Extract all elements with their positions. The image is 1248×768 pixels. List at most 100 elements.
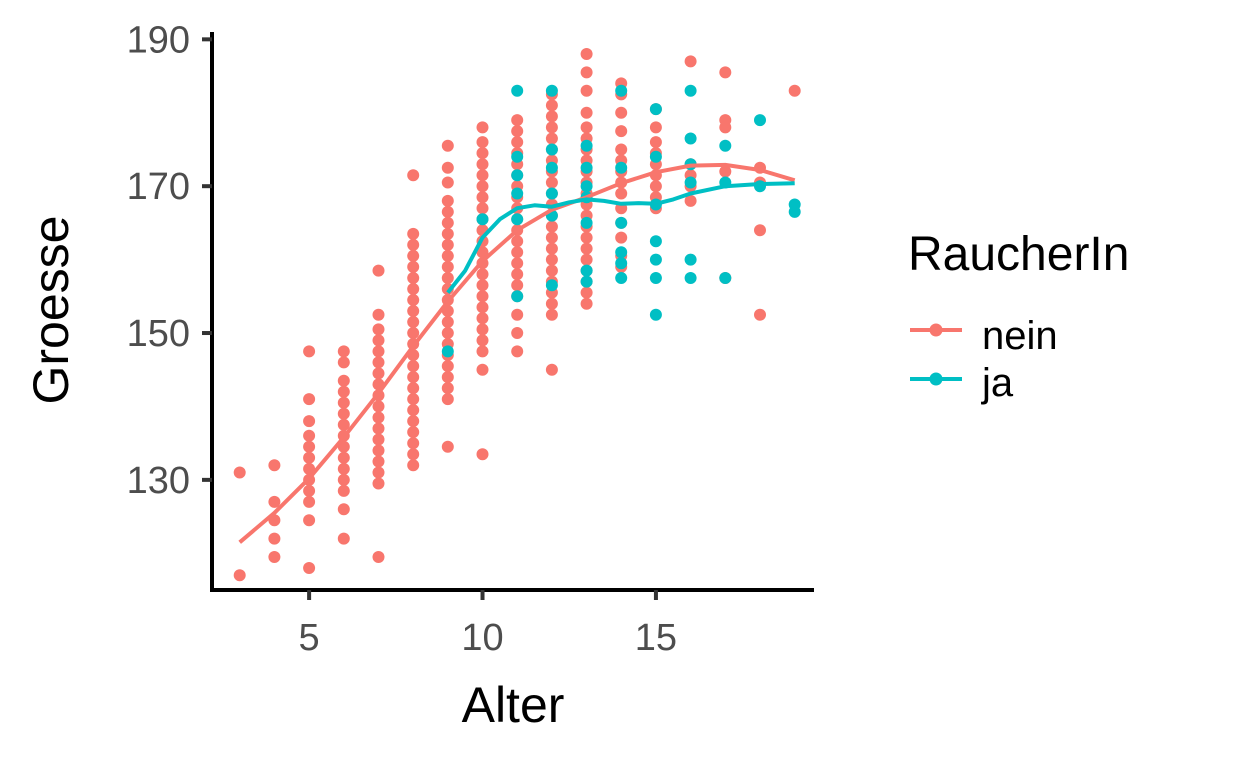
data-point (476, 290, 489, 303)
plot-area (233, 48, 801, 582)
data-point (615, 187, 628, 200)
data-point (545, 176, 558, 189)
data-point (580, 216, 593, 229)
data-point (719, 139, 732, 152)
data-point (372, 264, 385, 277)
legend: RaucherIn nein ja (908, 228, 1129, 405)
data-point (372, 422, 385, 435)
data-point (511, 279, 524, 292)
data-point (545, 231, 558, 244)
data-point (337, 503, 350, 516)
y-tick-label: 130 (127, 460, 190, 502)
data-point (303, 415, 316, 428)
data-point (441, 440, 454, 453)
data-point (545, 264, 558, 277)
data-point (372, 334, 385, 347)
data-point (511, 246, 524, 259)
data-point (476, 136, 489, 149)
y-axis-title: Groesse (23, 216, 79, 405)
data-point (684, 132, 697, 145)
data-point (754, 308, 766, 321)
data-point (337, 473, 350, 486)
axes: 5 10 15 130 150 170 190 (127, 19, 677, 659)
data-point (580, 161, 593, 174)
data-point (441, 227, 454, 240)
data-point (788, 198, 801, 211)
data-point (684, 253, 697, 266)
data-point (441, 249, 454, 262)
data-point (337, 407, 350, 420)
data-point (476, 180, 489, 193)
data-point (441, 371, 454, 384)
data-point (441, 393, 454, 406)
data-point (407, 294, 420, 306)
y-tick-label: 150 (127, 313, 190, 355)
data-point (407, 404, 420, 417)
data-point (407, 426, 420, 439)
data-point (337, 462, 350, 475)
data-point (511, 125, 524, 138)
data-point (407, 305, 420, 317)
data-point (545, 121, 558, 134)
data-point (303, 562, 316, 574)
data-point (476, 213, 489, 226)
data-point (615, 161, 628, 174)
data-point (303, 495, 316, 508)
data-point (372, 444, 385, 457)
data-point (372, 433, 385, 446)
data-point (615, 143, 628, 156)
data-point (441, 238, 454, 251)
data-point (476, 121, 489, 134)
data-point (372, 477, 385, 490)
data-point (407, 448, 420, 461)
series-ja (441, 84, 801, 358)
data-point (407, 327, 420, 339)
data-point (407, 382, 420, 395)
data-point (649, 103, 662, 116)
data-point (372, 551, 385, 563)
data-point (511, 169, 524, 182)
data-point (545, 253, 558, 266)
data-point (441, 272, 454, 284)
data-point (476, 312, 489, 325)
data-point (303, 345, 316, 358)
data-point (476, 448, 489, 461)
data-point (545, 143, 558, 156)
legend-key-point-nein (929, 323, 943, 337)
data-point (303, 484, 316, 497)
data-point (545, 99, 558, 112)
data-point (407, 415, 420, 428)
data-point (649, 308, 662, 321)
data-point (615, 246, 628, 259)
x-tick-label: 10 (461, 617, 503, 659)
data-point (337, 418, 350, 431)
y-tick-label: 170 (127, 166, 190, 208)
data-point (754, 114, 766, 127)
data-point (580, 139, 593, 152)
data-point (407, 283, 420, 295)
data-point (580, 66, 593, 79)
data-point (303, 514, 316, 527)
data-point (476, 363, 489, 376)
data-point (580, 297, 593, 310)
data-point (337, 532, 350, 545)
legend-item-ja: ja (910, 361, 1014, 405)
data-point (580, 275, 593, 288)
data-point (407, 437, 420, 450)
data-point (441, 194, 454, 207)
data-point (580, 286, 593, 299)
data-point (372, 400, 385, 413)
data-point (511, 84, 524, 97)
legend-title: RaucherIn (908, 228, 1129, 281)
data-point (754, 224, 766, 237)
data-point (407, 459, 420, 472)
data-point (615, 216, 628, 229)
data-point (580, 48, 593, 60)
data-point (476, 279, 489, 292)
data-point (303, 393, 316, 406)
data-point (476, 191, 489, 204)
data-point (719, 114, 732, 127)
data-point (476, 301, 489, 314)
data-point (615, 257, 628, 270)
x-tick-label: 5 (299, 617, 320, 659)
